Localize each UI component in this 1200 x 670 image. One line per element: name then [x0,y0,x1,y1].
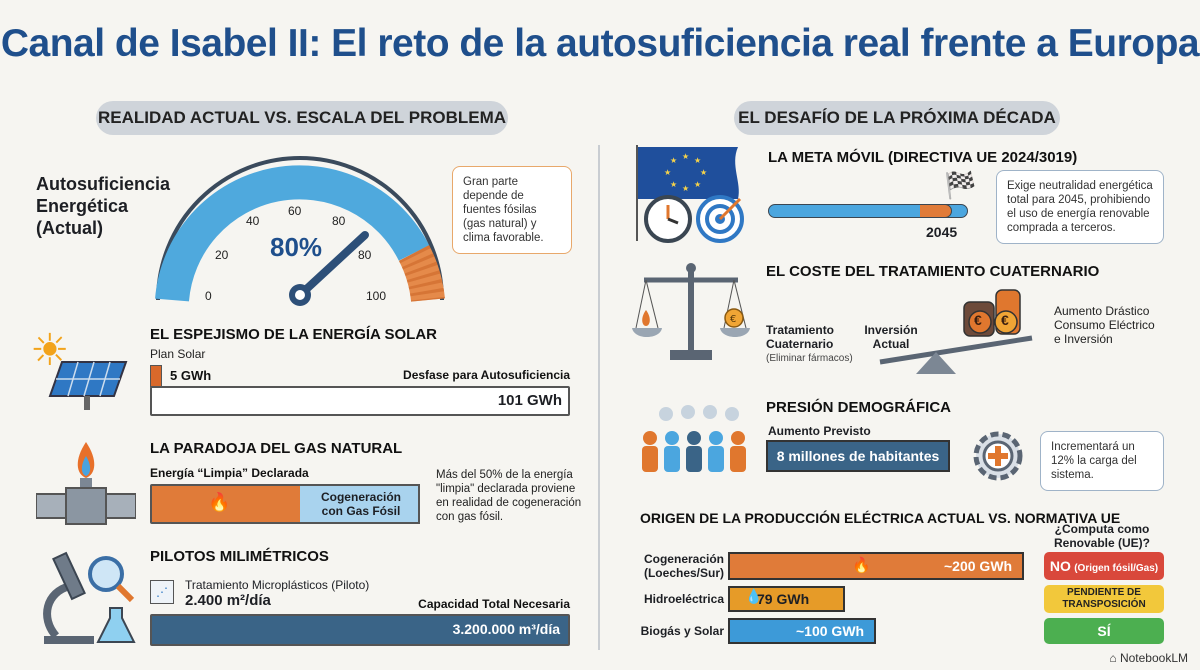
notebooklm-logo-icon: ⌂ [1109,651,1117,665]
solar-panel-icon [48,361,128,410]
demo-heading: PRESIÓN DEMOGRÁFICA [766,399,952,416]
capacity-label: Capacidad Total Necesaria [418,597,570,611]
origin-row-value-2: 79 GWh [757,591,810,607]
right-section-header: EL DESAFÍO DE LA PRÓXIMA DÉCADA [734,101,1060,135]
gauge-tick-60: 60 [288,204,302,218]
svg-text:★: ★ [682,152,689,161]
origin-row-value-1: ~200 GWh [944,558,1013,574]
flame-icon: 🔥 [208,492,231,512]
badge-no: NO (Origen fósil/Gas) [1044,552,1164,580]
demo-note: Incrementará un 12% la carga del sistema… [1040,431,1164,491]
gas-fossil-segment [300,484,420,524]
euro-coin-1: € [974,312,982,328]
euro-coin-2: € [1001,312,1009,328]
gauge-needle [289,231,369,306]
svg-text:★: ★ [670,156,677,165]
origin-row-label-3: Biogás y Solar [640,624,724,638]
people-crowd-icon [642,405,746,472]
pilots-heading: PILOTOS MILIMÉTRICOS [150,548,329,565]
flame-icon-small: 🔥 [852,557,871,574]
svg-text:★: ★ [694,156,701,165]
gauge-chart [155,156,445,306]
gas-heading: LA PARADOJA DEL GAS NATURAL [150,440,403,457]
capacity-bar [150,614,570,646]
svg-text:★: ★ [670,180,677,189]
gauge-tick-0: 0 [205,289,212,303]
goal-progress-bar [768,204,968,218]
left-section-header: REALIDAD ACTUAL VS. ESCALA DEL PROBLEMA [96,101,508,135]
badge-no-sub: (Origen fósil/Gas) [1074,563,1159,574]
badge-pending: PENDIENTE DE TRANSPOSICIÓN [1044,585,1164,613]
solar-plan-bar [150,365,162,387]
solar-gap-bar [150,386,570,416]
svg-text:€: € [730,314,736,325]
badge-yes: SÍ [1044,618,1164,644]
tilted-scale-icon [879,289,1033,374]
goal-note: Exige neutralidad energética total para … [996,170,1164,244]
microscope-icon [43,551,136,644]
footer-label: NotebookLM [1119,651,1188,665]
cost-left-sub: (Eliminar fármacos) [766,353,853,364]
gauge-tick-80a: 80 [332,214,346,228]
cost-left-label: Tratamiento Cuaternario [766,323,835,351]
svg-text:★: ★ [694,180,701,189]
origin-bar-1 [728,552,1024,580]
svg-text:★: ★ [664,168,671,177]
cost-right-label: Inversión Actual [864,323,918,351]
solar-gap-label: Desfase para Autosuficiencia [403,368,570,382]
pilot-label: Tratamiento Microplásticos (Piloto) [185,578,370,592]
origin-question: ¿Computa como Renovable (UE)? [1053,522,1150,550]
demo-value-box: 8 millones de habitantes [766,440,950,472]
solar-plan-value: 5 GWh [170,368,212,383]
water-drop-icon: 💧 [745,588,763,604]
origin-row-value-3: ~100 GWh [796,623,865,639]
microplastics-icon: ⋰ [150,580,174,604]
solar-gap-value: 101 GWh [497,392,562,409]
origin-heading: ORIGEN DE LA PRODUCCIÓN ELÉCTRICA ACTUAL… [640,510,1121,526]
demo-label: Aumento Previsto [768,424,871,438]
gauge-note: Gran parte depende de fuentes fósilas (g… [452,166,572,254]
gauge-value: 80% [270,232,323,262]
gauge-tick-20: 20 [215,248,229,262]
gear-plus-icon [973,431,1023,481]
solar-plan-label: Plan Solar [150,347,206,361]
gauge-tick-40: 40 [246,214,260,228]
gas-pipe-icon [36,442,136,525]
origin-row-label-1: Cogeneración (Loeches/Sur) [643,552,724,580]
footer-brand: ⌂ NotebookLM [1109,651,1188,665]
gas-fossil-label: Cogeneración con Gas Fósil [320,490,401,518]
page-title: Canal de Isabel II: El reto de la autosu… [0,22,1200,65]
cost-note: Aumento Drástico Consumo Eléctrico e Inv… [1054,304,1155,346]
cost-heading: EL COSTE DEL TRATAMIENTO CUATERNARIO [766,263,1100,280]
solar-heading: EL ESPEJISMO DE LA ENERGÍA SOLAR [150,326,437,343]
gas-declared-label: Energía “Limpia” Declarada [150,466,309,480]
origin-row-label-2: Hidroeléctrica [643,592,724,606]
scale-balance-icon: € [632,263,750,360]
gauge-tick-100: 100 [366,289,387,303]
column-divider [598,145,600,650]
capacity-value: 3.200.000 m³/día [452,621,560,637]
svg-text:★: ★ [700,168,707,177]
goal-heading: LA META MÓVIL (DIRECTIVA UE 2024/3019) [768,149,1078,166]
gauge-label: Autosuficiencia Energética (Actual) [36,174,171,238]
goal-progress-end [920,204,952,218]
origin-bar-3 [728,618,876,644]
badge-no-main: NO [1049,558,1071,574]
gauge-tick-80b: 80 [358,248,372,262]
origin-bar-2 [728,586,845,612]
svg-text:★: ★ [682,184,689,193]
gas-note: Más del 50% de la energía "limpia" decla… [436,469,582,523]
checkered-flag-icon: 🏁 [944,170,977,200]
goal-year: 2045 [926,224,958,240]
eu-flag-target-icon: ★ ★ ★ ★ ★ ★ ★ ★ [636,145,744,243]
pilot-value: 2.400 m²/día [185,592,271,609]
